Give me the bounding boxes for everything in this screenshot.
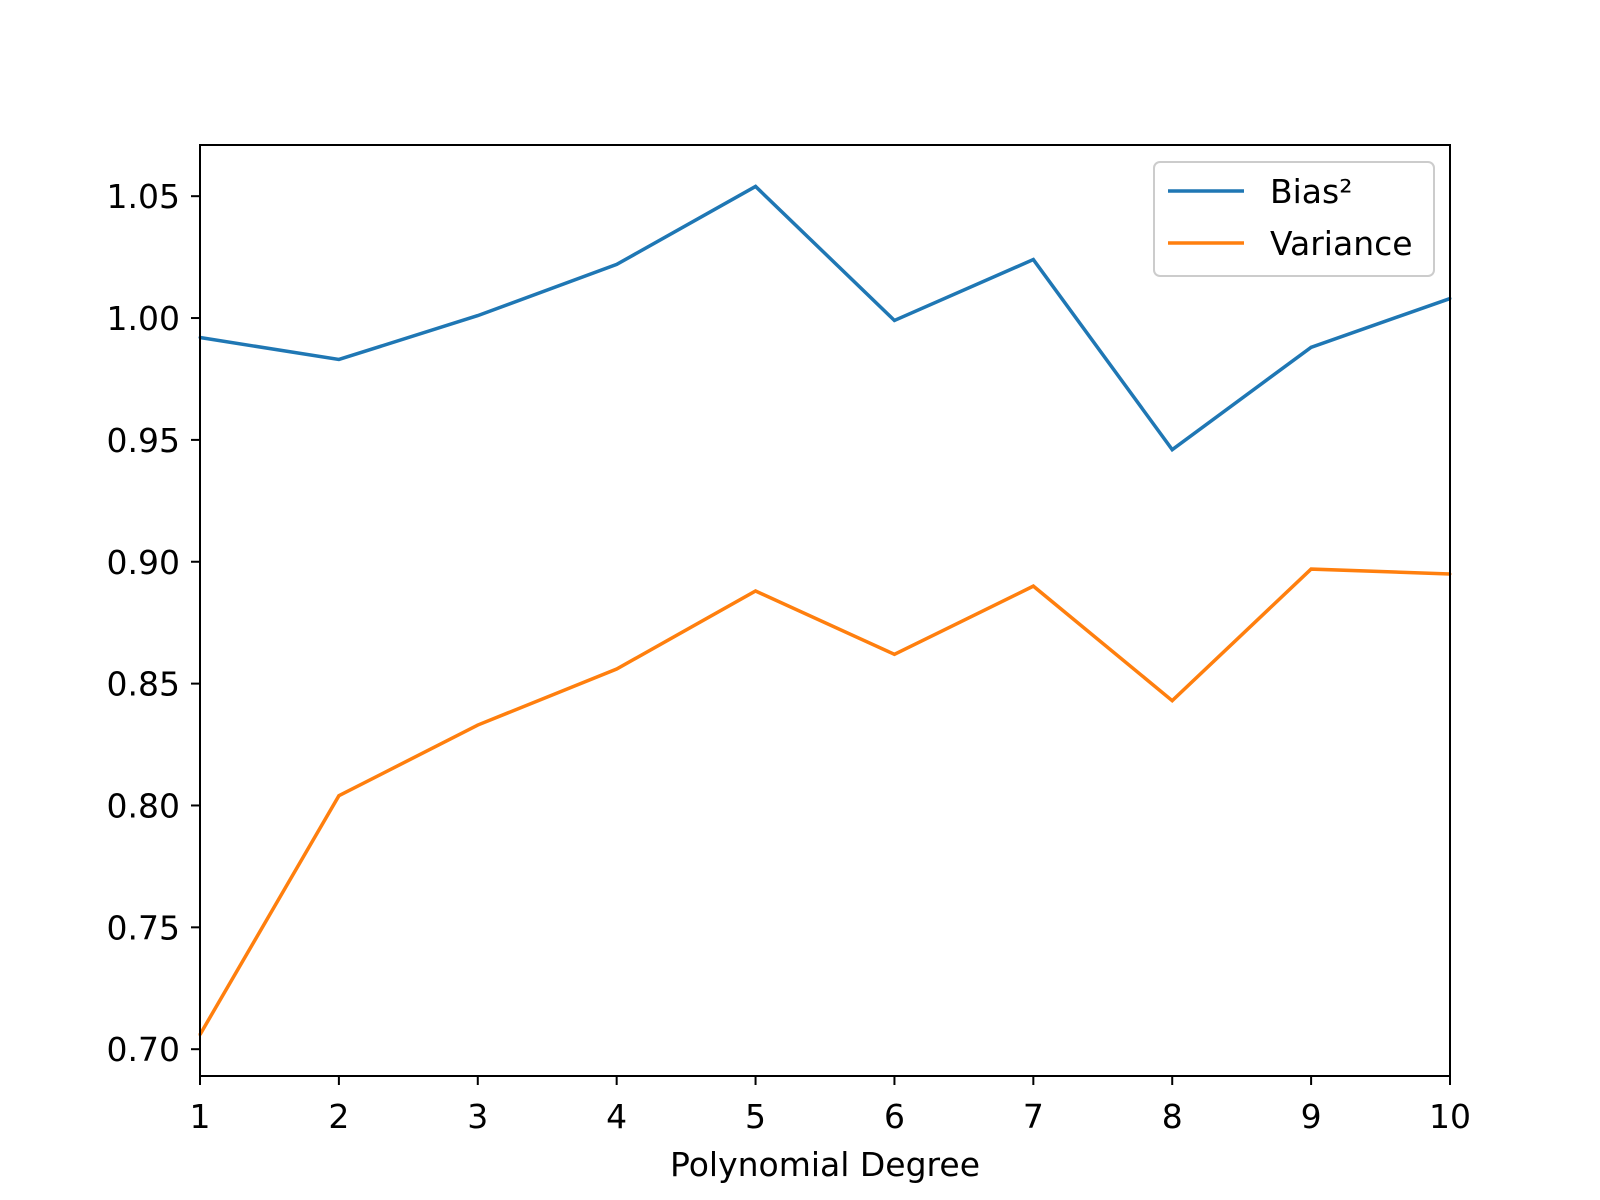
data-point <box>1170 699 1174 703</box>
x-tick-label: 6 <box>884 1097 905 1136</box>
y-tick-label: 0.70 <box>107 1030 180 1069</box>
data-point <box>337 357 341 361</box>
x-tick-label: 10 <box>1429 1097 1471 1136</box>
data-point <box>1031 584 1035 588</box>
y-tick-label: 0.80 <box>107 786 180 825</box>
x-tick-label: 2 <box>328 1097 349 1136</box>
data-point <box>892 652 896 656</box>
x-axis: 1 2 3 4 5 6 7 8 9 10 <box>190 1076 1471 1136</box>
data-point <box>1031 258 1035 262</box>
y-tick-label: 1.00 <box>107 299 180 338</box>
x-tick-label: 9 <box>1301 1097 1322 1136</box>
data-point <box>892 318 896 322</box>
y-tick-label: 0.85 <box>107 665 180 704</box>
x-tick-label: 1 <box>190 1097 211 1136</box>
y-tick-label: 0.90 <box>107 543 180 582</box>
series-line-0 <box>199 184 1451 453</box>
y-axis: 0.70 0.75 0.80 0.85 0.90 0.95 1.00 1.05 <box>107 177 200 1069</box>
data-point <box>754 589 758 593</box>
data-point <box>754 184 758 188</box>
data-point <box>337 794 341 798</box>
legend-label-0: Bias² <box>1270 172 1352 211</box>
data-point <box>476 723 480 727</box>
legend-label-1: Variance <box>1270 224 1413 263</box>
data-point <box>1309 345 1313 349</box>
x-tick-label: 3 <box>467 1097 488 1136</box>
y-tick-label: 0.75 <box>107 908 180 947</box>
x-tick-label: 4 <box>606 1097 627 1136</box>
data-point <box>615 262 619 266</box>
x-tick-label: 5 <box>745 1097 766 1136</box>
x-axis-label: Polynomial Degree <box>670 1145 980 1184</box>
data-point <box>476 314 480 318</box>
plot-frame <box>199 144 1451 1077</box>
y-tick-label: 0.95 <box>107 421 180 460</box>
data-point <box>615 667 619 671</box>
data-point <box>1309 567 1313 571</box>
data-point <box>1170 448 1174 452</box>
series-line-1 <box>198 567 1451 1036</box>
y-tick-label: 1.05 <box>107 177 180 216</box>
x-tick-label: 7 <box>1023 1097 1044 1136</box>
legend: Bias² Variance <box>1153 161 1435 277</box>
x-tick-label: 8 <box>1162 1097 1183 1136</box>
